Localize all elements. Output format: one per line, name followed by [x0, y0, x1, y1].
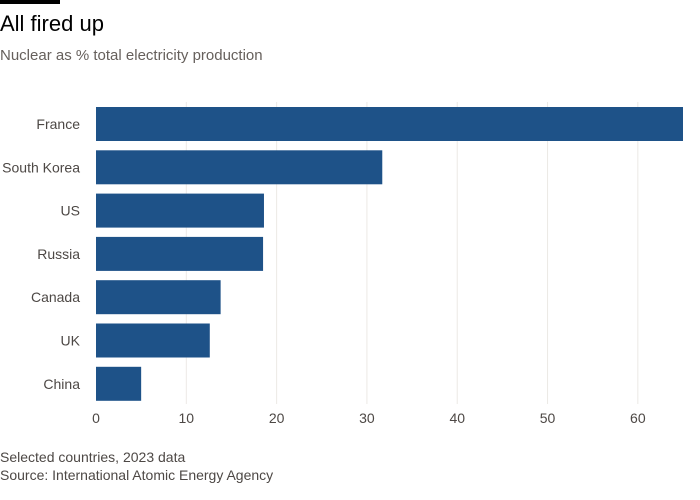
bar — [96, 280, 221, 315]
category-label: US — [61, 203, 80, 219]
category-labels: France South Korea US Russia Canada UK China — [2, 116, 81, 392]
x-axis-ticks: 0 10 20 30 40 50 60 — [92, 410, 646, 426]
category-label: France — [36, 116, 80, 132]
x-tick-label: 0 — [92, 410, 100, 426]
category-label: UK — [61, 333, 81, 349]
chart-footer: Selected countries, 2023 data Source: In… — [0, 448, 273, 484]
bar — [96, 366, 142, 401]
bar — [96, 193, 264, 228]
footer-source: Source: International Atomic Energy Agen… — [0, 467, 274, 483]
bar — [96, 323, 210, 358]
category-label: China — [43, 376, 80, 392]
x-tick-label: 40 — [449, 410, 465, 426]
footer-note: Selected countries, 2023 data — [0, 449, 186, 465]
bar — [96, 107, 683, 141]
bar — [96, 236, 264, 271]
bars — [96, 107, 683, 401]
x-tick-label: 20 — [269, 410, 285, 426]
chart-title: All fired up — [0, 11, 104, 36]
x-tick-label: 50 — [540, 410, 556, 426]
top-rule — [0, 0, 60, 4]
bar — [96, 150, 383, 185]
category-label: Russia — [37, 246, 80, 262]
category-label: Canada — [31, 289, 80, 305]
x-tick-label: 10 — [179, 410, 195, 426]
x-tick-label: 60 — [630, 410, 646, 426]
chart-subtitle: Nuclear as % total electricity productio… — [0, 47, 263, 64]
category-label: South Korea — [2, 159, 80, 175]
x-tick-label: 30 — [359, 410, 375, 426]
